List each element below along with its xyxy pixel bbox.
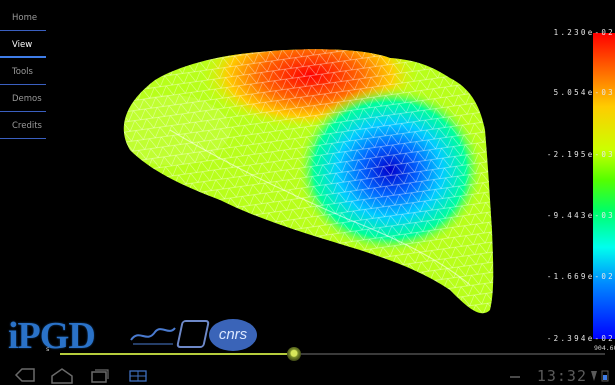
time-slider-track[interactable] [60, 353, 605, 355]
ipgd-logo: iPGD [8, 315, 96, 357]
colorbar-label: -2.195e-03 [546, 150, 615, 159]
mesh-surface [123, 49, 494, 314]
signal-icon [591, 371, 597, 381]
system-bar: 13:32 [0, 366, 615, 385]
menu-item-demos[interactable]: Demos [0, 85, 46, 112]
home-icon[interactable] [50, 367, 74, 384]
colorbar-label: -1.669e-02 [546, 272, 615, 281]
time-slider-fill [60, 353, 295, 355]
colorbar-label: 5.054e-03 [553, 88, 615, 97]
clock: 13:32 [536, 367, 587, 385]
side-menu: Home View Tools Demos Credits [0, 4, 46, 139]
ecn-logo [176, 320, 210, 348]
mesh-viewport[interactable] [60, 20, 560, 330]
partner-logos: iPGD cnrs [4, 314, 257, 357]
colorbar-overflow-value: 904.60 [594, 344, 615, 352]
menu-item-tools[interactable]: Tools [0, 58, 46, 85]
recent-apps-icon[interactable] [88, 367, 112, 384]
colorbar-label-max: 1.230e-02 [553, 28, 615, 37]
time-slider-thumb[interactable] [287, 347, 302, 361]
back-icon[interactable] [12, 367, 36, 384]
menu-item-home[interactable]: Home [0, 4, 46, 31]
ecn-wave-logo [130, 327, 176, 345]
colorbar-labels: 1.230e-02 5.054e-03 -2.195e-03 -9.443e-0… [535, 0, 615, 350]
cnrs-logo: cnrs [209, 319, 257, 351]
menu-item-credits[interactable]: Credits [0, 112, 46, 139]
colorbar-label: -9.443e-03 [546, 211, 615, 220]
colorbar-label-min: -2.394e-02 [546, 334, 615, 343]
clock-separator [510, 376, 520, 378]
slider-value: s [46, 345, 50, 353]
battery-icon [601, 370, 609, 382]
menu-icon[interactable] [128, 367, 150, 384]
menu-item-view[interactable]: View [0, 31, 46, 58]
colorbar-gradient [593, 33, 615, 339]
